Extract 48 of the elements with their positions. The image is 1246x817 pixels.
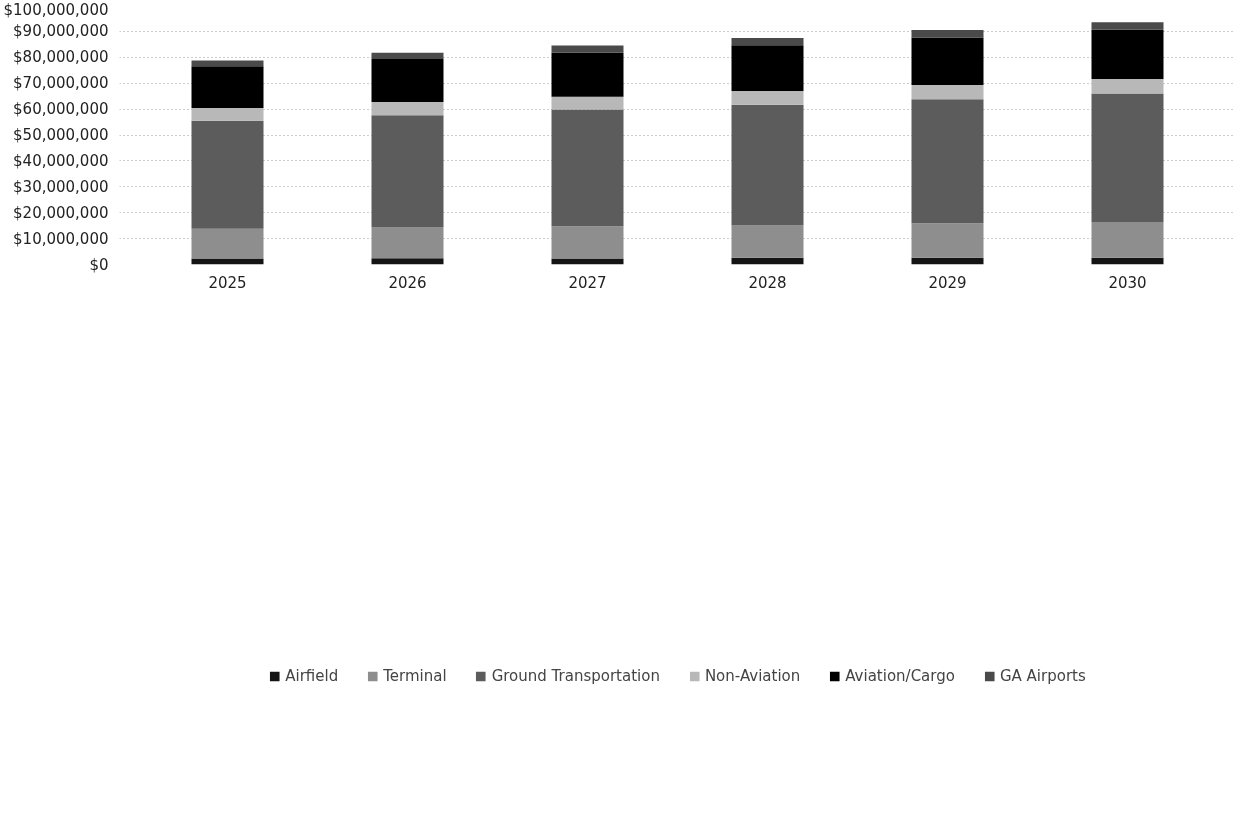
y-tick-label: $10,000,000 xyxy=(13,229,109,248)
y-tick-label: $50,000,000 xyxy=(13,126,109,144)
y-tick-label: $0 xyxy=(89,255,109,274)
y-tick-label: $60,000,000 xyxy=(13,100,109,119)
legend-label: Terminal xyxy=(383,666,447,685)
bar xyxy=(371,52,444,60)
bar xyxy=(371,258,444,265)
legend-label: Non-Aviation xyxy=(704,666,801,685)
bar xyxy=(911,37,984,86)
bar xyxy=(191,108,264,121)
legend-label: Ground Transportation xyxy=(491,666,660,685)
bar xyxy=(911,85,984,100)
bar xyxy=(551,45,624,53)
bar xyxy=(551,52,624,97)
bar xyxy=(371,115,444,228)
bar xyxy=(1091,93,1164,223)
bar xyxy=(731,45,804,91)
x-tick-label: 2029 xyxy=(928,273,967,292)
x-tick-label: 2026 xyxy=(388,273,427,292)
bar xyxy=(1091,79,1164,94)
bar xyxy=(191,60,264,67)
bar xyxy=(731,37,804,46)
bar xyxy=(1091,22,1164,30)
bar xyxy=(191,120,264,229)
y-tick-label: $100,000,000 xyxy=(3,0,109,19)
bar xyxy=(191,66,264,109)
y-tick-label: $20,000,000 xyxy=(13,203,109,222)
y-tick-label: $80,000,000 xyxy=(13,48,109,67)
bar xyxy=(371,59,444,103)
y-tick-label: $70,000,000 xyxy=(13,74,109,93)
bar xyxy=(731,90,804,105)
bar xyxy=(1091,29,1164,80)
y-tick-label: $40,000,000 xyxy=(13,151,109,170)
x-tick-label: 2030 xyxy=(1108,273,1147,292)
bar xyxy=(731,104,804,226)
y-tick-label: $90,000,000 xyxy=(13,22,109,41)
x-tick-label: 2027 xyxy=(568,273,607,292)
bar xyxy=(551,96,624,110)
legend-label: Airfield xyxy=(285,666,339,685)
legend-label: GA Airports xyxy=(999,666,1086,685)
y-tick-label: $30,000,000 xyxy=(13,177,109,196)
bar xyxy=(911,99,984,224)
x-tick-label: 2028 xyxy=(748,273,787,292)
bar xyxy=(371,102,444,116)
x-tick-label: 2025 xyxy=(208,273,247,292)
bar xyxy=(551,109,624,227)
bar xyxy=(911,30,984,38)
legend-label: Aviation/Cargo xyxy=(845,666,955,685)
